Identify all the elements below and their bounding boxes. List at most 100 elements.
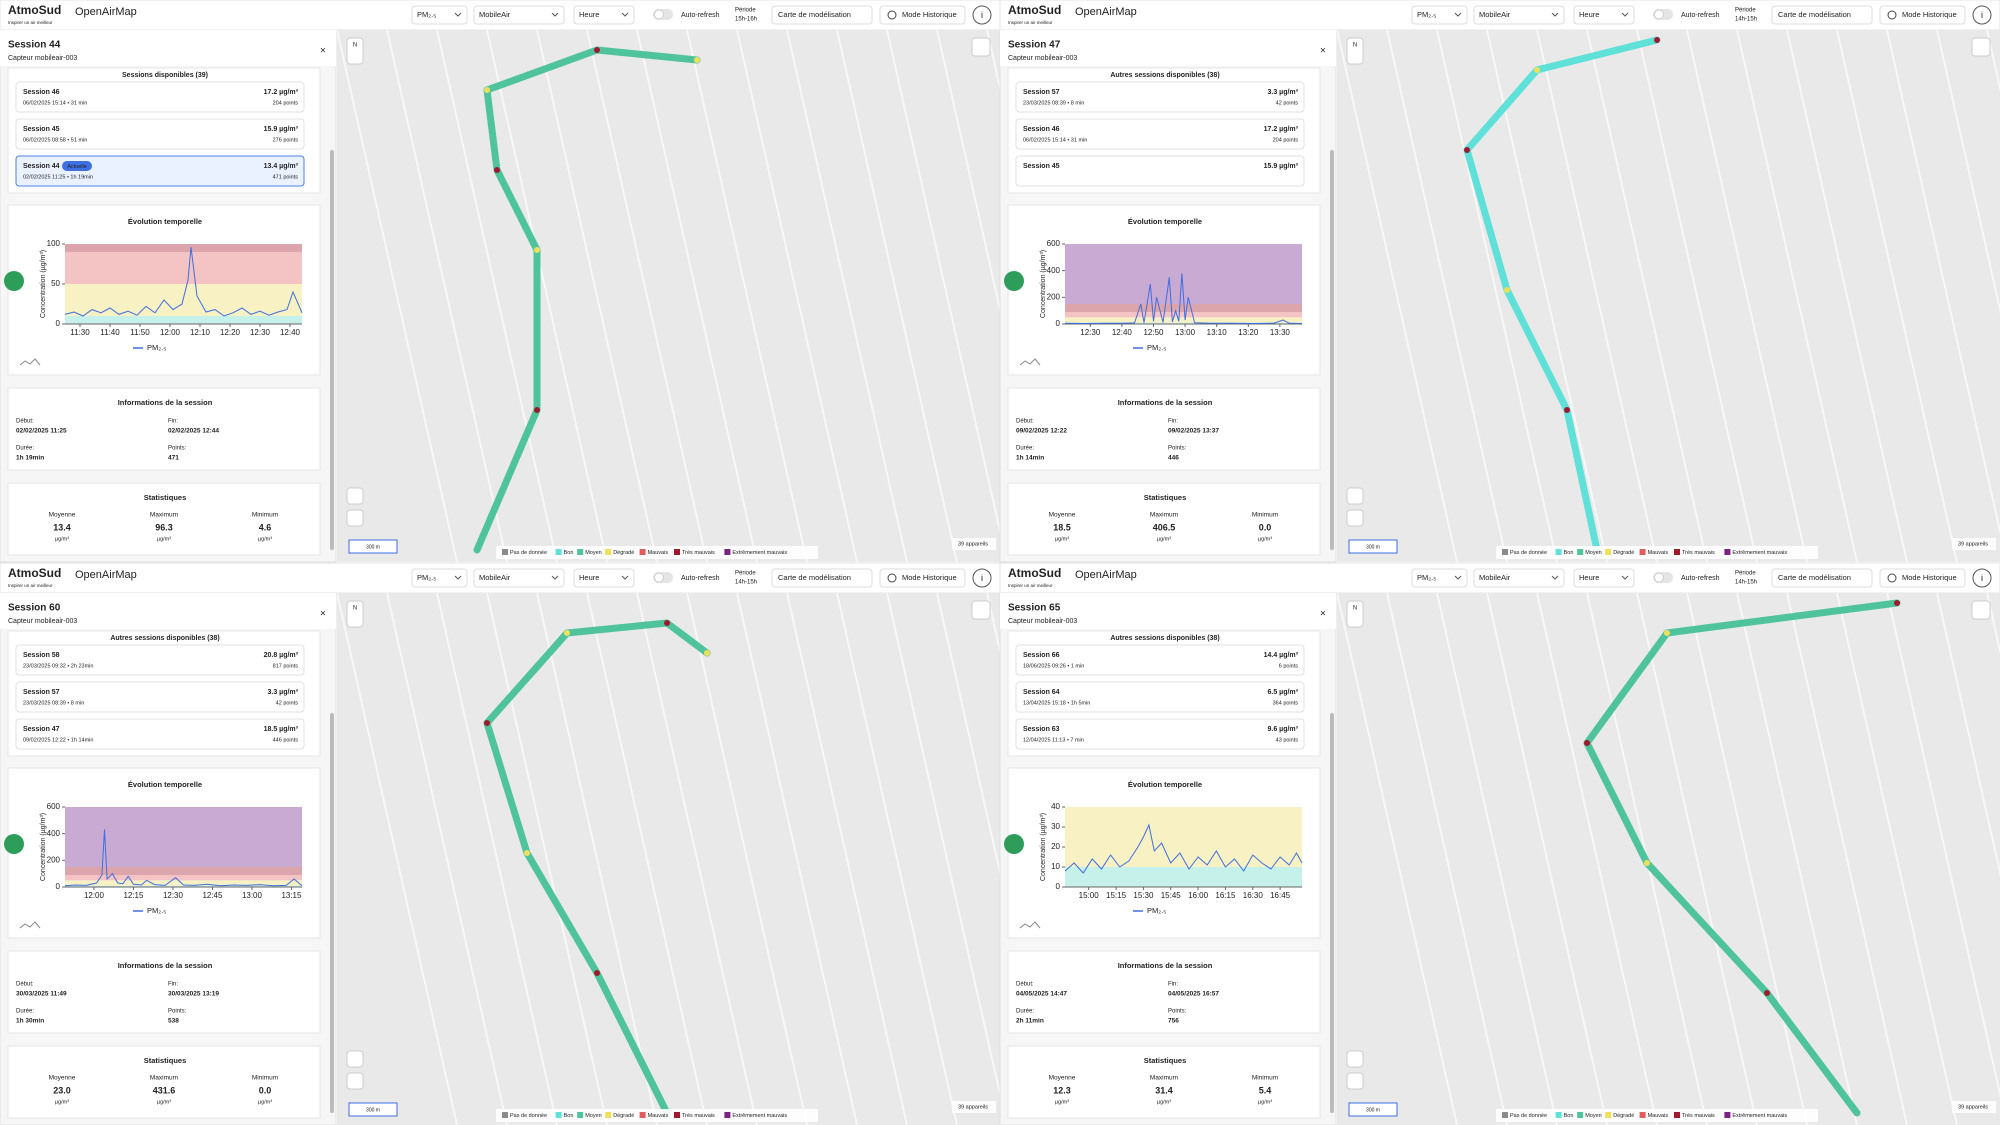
info-value: 09/02/2025 13:37 [1168, 428, 1219, 435]
map-tool[interactable] [1346, 1072, 1364, 1090]
info-label: Début: [1016, 419, 1034, 425]
map-tool[interactable] [346, 509, 364, 527]
export-button[interactable] [4, 271, 24, 291]
dropdown[interactable] [1573, 5, 1635, 25]
map-street [436, 592, 558, 1125]
map-tool[interactable] [346, 1050, 364, 1068]
legend-label: PM₂.₅ [147, 343, 166, 352]
dropdown[interactable] [1411, 568, 1468, 588]
stat-label: Minimum [252, 1075, 278, 1082]
legend-swatch [674, 549, 680, 555]
session-card[interactable] [1015, 118, 1305, 150]
map-street [1486, 29, 1608, 563]
session-card[interactable] [1015, 644, 1305, 676]
scrollbar [330, 150, 334, 550]
button[interactable] [1771, 568, 1873, 588]
session-card[interactable] [1015, 718, 1305, 750]
session-card[interactable] [15, 718, 305, 750]
search-button[interactable] [1971, 600, 1991, 620]
sensor-name: Capteur mobileair-003 [8, 618, 77, 625]
map-tool[interactable] [346, 487, 364, 505]
dropdown[interactable] [1473, 5, 1565, 25]
map-tool[interactable] [346, 1072, 364, 1090]
session-card[interactable] [1015, 81, 1305, 113]
session-points: 6 points [1279, 663, 1299, 669]
map-street [1886, 29, 2000, 536]
dropdown[interactable] [573, 568, 635, 588]
session-points: 471 points [273, 174, 299, 180]
close-button[interactable]: × [1320, 609, 1326, 620]
session-title: Session 47 [1008, 40, 1061, 51]
map-street [586, 29, 708, 563]
devices-box [1952, 538, 1996, 550]
info-button[interactable] [1972, 5, 1992, 25]
compass[interactable] [346, 37, 364, 65]
button-label: Carte de modélisation [778, 573, 851, 582]
app-name: OpenAirMap [1075, 569, 1137, 581]
button[interactable] [1771, 5, 1873, 25]
session-card[interactable] [15, 681, 305, 713]
session-meta: 02/02/2025 11:25 • 1h 19min [23, 174, 93, 180]
legend-swatch [1605, 1112, 1612, 1118]
close-button[interactable]: × [1320, 46, 1326, 57]
list-title: Autres sessions disponibles (38) [110, 635, 219, 642]
chart-icon [19, 921, 41, 929]
session-meta: 09/02/2025 12:22 • 1h 14min [23, 737, 93, 743]
y-tick-label: 30 [1051, 822, 1060, 831]
dropdown-caret [1551, 575, 1559, 580]
legend-label: Dégradé [613, 550, 634, 556]
session-card[interactable] [15, 644, 305, 676]
button[interactable] [1879, 568, 1966, 588]
export-button[interactable] [4, 834, 24, 854]
legend-label: Très mauvais [1682, 1113, 1715, 1119]
quality-band [1065, 317, 1302, 323]
export-button[interactable] [1004, 271, 1024, 291]
button[interactable] [1879, 5, 1966, 25]
dropdown[interactable] [473, 568, 565, 588]
legend-swatch [1724, 1112, 1731, 1118]
info-icon: i [1981, 573, 1983, 583]
dropdown[interactable] [1573, 568, 1635, 588]
session-card[interactable] [1015, 155, 1305, 187]
search-button[interactable] [1971, 37, 1991, 57]
x-tick-label: 12:00 [160, 328, 181, 337]
stat-label: Moyenne [49, 1075, 76, 1082]
dropdown[interactable] [573, 5, 635, 25]
button[interactable] [771, 5, 873, 25]
button[interactable] [771, 568, 873, 588]
close-button[interactable]: × [320, 46, 326, 57]
session-card[interactable] [15, 118, 305, 150]
search-button[interactable] [971, 37, 991, 57]
dropdown[interactable] [473, 5, 565, 25]
button[interactable] [879, 5, 966, 25]
map-street [336, 592, 458, 1125]
x-tick-label: 11:40 [100, 328, 120, 337]
search-button[interactable] [971, 600, 991, 620]
dropdown[interactable] [411, 568, 468, 588]
compass[interactable] [1346, 37, 1364, 65]
info-button[interactable] [1972, 568, 1992, 588]
session-card[interactable] [1015, 681, 1305, 713]
session-card[interactable] [15, 81, 305, 113]
dropdown[interactable] [1473, 568, 1565, 588]
y-tick-label: 0 [1056, 882, 1061, 891]
dropdown-label: MobileAir [479, 573, 511, 582]
map-tool[interactable] [1346, 1050, 1364, 1068]
session-name: Session 45 [23, 126, 60, 133]
dropdown[interactable] [1411, 5, 1468, 25]
info-button[interactable] [972, 5, 992, 25]
quality-band [65, 244, 302, 252]
compass[interactable] [1346, 600, 1364, 628]
info-button[interactable] [972, 568, 992, 588]
scale-label: 300 m [366, 1107, 380, 1113]
close-button[interactable]: × [320, 609, 326, 620]
button[interactable] [879, 568, 966, 588]
toggle-knob [654, 9, 664, 20]
export-button[interactable] [1004, 834, 1024, 854]
session-card[interactable] [15, 155, 305, 187]
compass[interactable] [346, 600, 364, 628]
map-tool[interactable] [1346, 509, 1364, 527]
stat-unit: µg/m³ [157, 1099, 171, 1105]
map-tool[interactable] [1346, 487, 1364, 505]
dropdown[interactable] [411, 5, 468, 25]
